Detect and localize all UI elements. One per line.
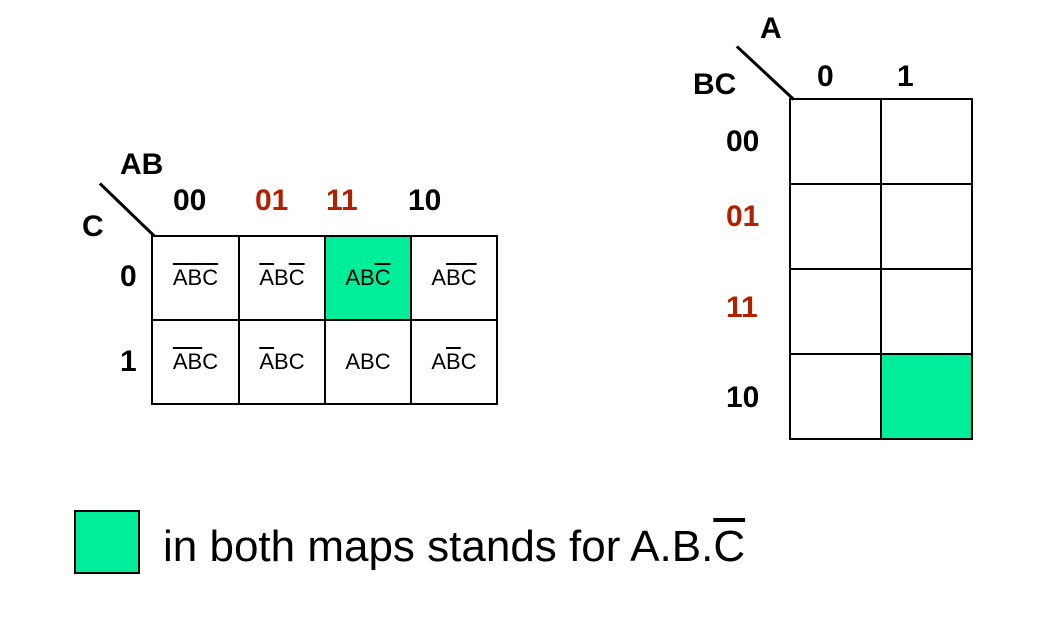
map1-cell-literal: C: [460, 349, 477, 374]
map1-cell: ABC: [410, 319, 498, 405]
map2-col-var-label: A: [760, 12, 782, 45]
map1-cell-literal: A: [172, 265, 188, 290]
map1-row: ABC ABC ABC ABC: [151, 319, 498, 405]
map1-cell-literal: C: [374, 265, 391, 290]
map2-row-var-label: BC: [693, 68, 737, 101]
map2-row-header: 11: [726, 291, 758, 324]
map2-cell: [880, 268, 973, 355]
map2-row-header: 01: [726, 200, 760, 233]
map1-cell-literal: A: [345, 265, 361, 290]
map1-col-var-label: AB: [120, 148, 164, 181]
map1-col-header: 11: [326, 184, 358, 217]
map1-row-var-label: C: [82, 210, 104, 243]
map2-cell: [880, 183, 973, 270]
map1-cell-literal: B: [360, 265, 375, 290]
map1-row-header: 1: [120, 345, 137, 378]
map1-cell-literal: C: [460, 265, 477, 290]
map1-cell-literal: A: [431, 349, 447, 374]
map1-cell: ABC: [324, 319, 412, 405]
map2-cell: [789, 353, 882, 440]
map1-col-header: 00: [173, 184, 207, 217]
map1-cell-literal: A: [345, 349, 361, 374]
map1-cell-literal: B: [446, 265, 461, 290]
map1-cell-literal: C: [202, 349, 219, 374]
map1-cell-literal: B: [274, 349, 289, 374]
map2-row: [789, 353, 973, 440]
map2-cell: [789, 183, 882, 270]
map1-cell-literal: A: [431, 265, 447, 290]
map2-grid: [789, 98, 973, 440]
map1-cell-literal: A: [172, 349, 188, 374]
map2-col-header: 1: [897, 60, 914, 93]
map1-cell-literal: C: [288, 265, 305, 290]
map1-cell: ABC: [238, 235, 326, 321]
map1-corner-diagonal: [99, 182, 156, 237]
map2-row: [789, 183, 973, 270]
map1-cell: ABC: [410, 235, 498, 321]
legend-swatch: [74, 510, 140, 574]
map1-row-header: 0: [120, 260, 137, 293]
map2-cell: [880, 98, 973, 185]
map1-cell: ABC: [238, 319, 326, 405]
map2-row: [789, 98, 973, 185]
map2-cell: [789, 268, 882, 355]
legend-bar-var: C: [713, 522, 746, 571]
map1-col-header: 01: [255, 184, 289, 217]
map1-cell: ABC: [324, 235, 412, 321]
map1-cell: ABC: [151, 235, 240, 321]
map1-cell-literal: B: [274, 265, 289, 290]
map1-cell-literal: B: [187, 349, 203, 374]
legend-caption: in both maps stands for A.B.: [163, 522, 714, 571]
map1-cell-literal: B: [446, 349, 461, 374]
map1-row: ABC ABC ABC ABC: [151, 235, 498, 321]
map1-cell-literal: A: [259, 349, 275, 374]
map2-col-header: 0: [817, 60, 834, 93]
map1-cell-literal: A: [259, 265, 275, 290]
map1-cell-literal: C: [202, 265, 219, 290]
map1-cell-literal: B: [187, 265, 203, 290]
map1-cell-literal: C: [374, 349, 391, 374]
legend-text: in both maps stands for A.B.C: [163, 525, 745, 569]
map1-cell: ABC: [151, 319, 240, 405]
map1-cell-literal: B: [360, 349, 375, 374]
map2-row: [789, 268, 973, 355]
map1-cell-literal: C: [288, 349, 305, 374]
map2-row-header: 10: [726, 381, 760, 414]
map2-row-header: 00: [726, 125, 760, 158]
map2-corner-diagonal: [736, 45, 795, 101]
map2-cell: [789, 98, 882, 185]
map1-grid: ABC ABC ABC ABC ABC ABC ABC ABC: [151, 235, 498, 405]
map1-col-header: 10: [408, 184, 442, 217]
map2-cell: [880, 353, 973, 440]
